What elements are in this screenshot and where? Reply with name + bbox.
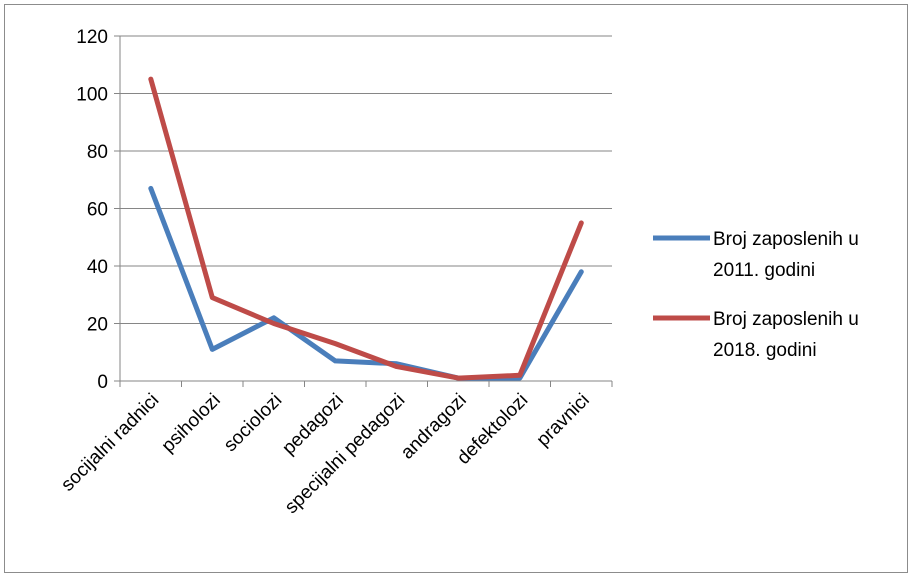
legend-label: 2018. godini [713,340,817,361]
x-tick-label: sociolozi [220,390,286,456]
x-tick-label: socijalni radnici [57,390,163,496]
y-tick-label: 100 [76,85,108,106]
series-lines [148,76,584,381]
x-axis-ticks: socijalni radnicipsiholozisociolozipedag… [57,390,593,518]
series-line-2 [148,76,584,381]
axes [114,35,613,387]
y-tick-label: 80 [87,142,108,163]
series-line-1 [148,185,584,381]
legend-label: Broj zaposlenih u [713,309,859,330]
x-tick-label: pravnici [533,390,594,451]
gridlines [120,35,612,324]
legend: Broj zaposlenih u 2011. godini Broj zaposl… [653,229,859,361]
legend-label: 2011. godini [713,260,815,281]
y-tick-label: 0 [97,372,108,393]
legend-label: Broj zaposlenih u [713,229,859,250]
x-tick-label: specijalni pedagozi [281,390,409,518]
y-tick-label: 120 [76,27,108,48]
x-tick-label: psiholozi [158,390,225,457]
y-tick-label: 60 [87,200,108,221]
y-tick-label: 20 [87,315,108,336]
y-tick-label: 40 [87,257,108,278]
y-axis-ticks: 0 20 40 60 80 100 120 [76,27,108,393]
